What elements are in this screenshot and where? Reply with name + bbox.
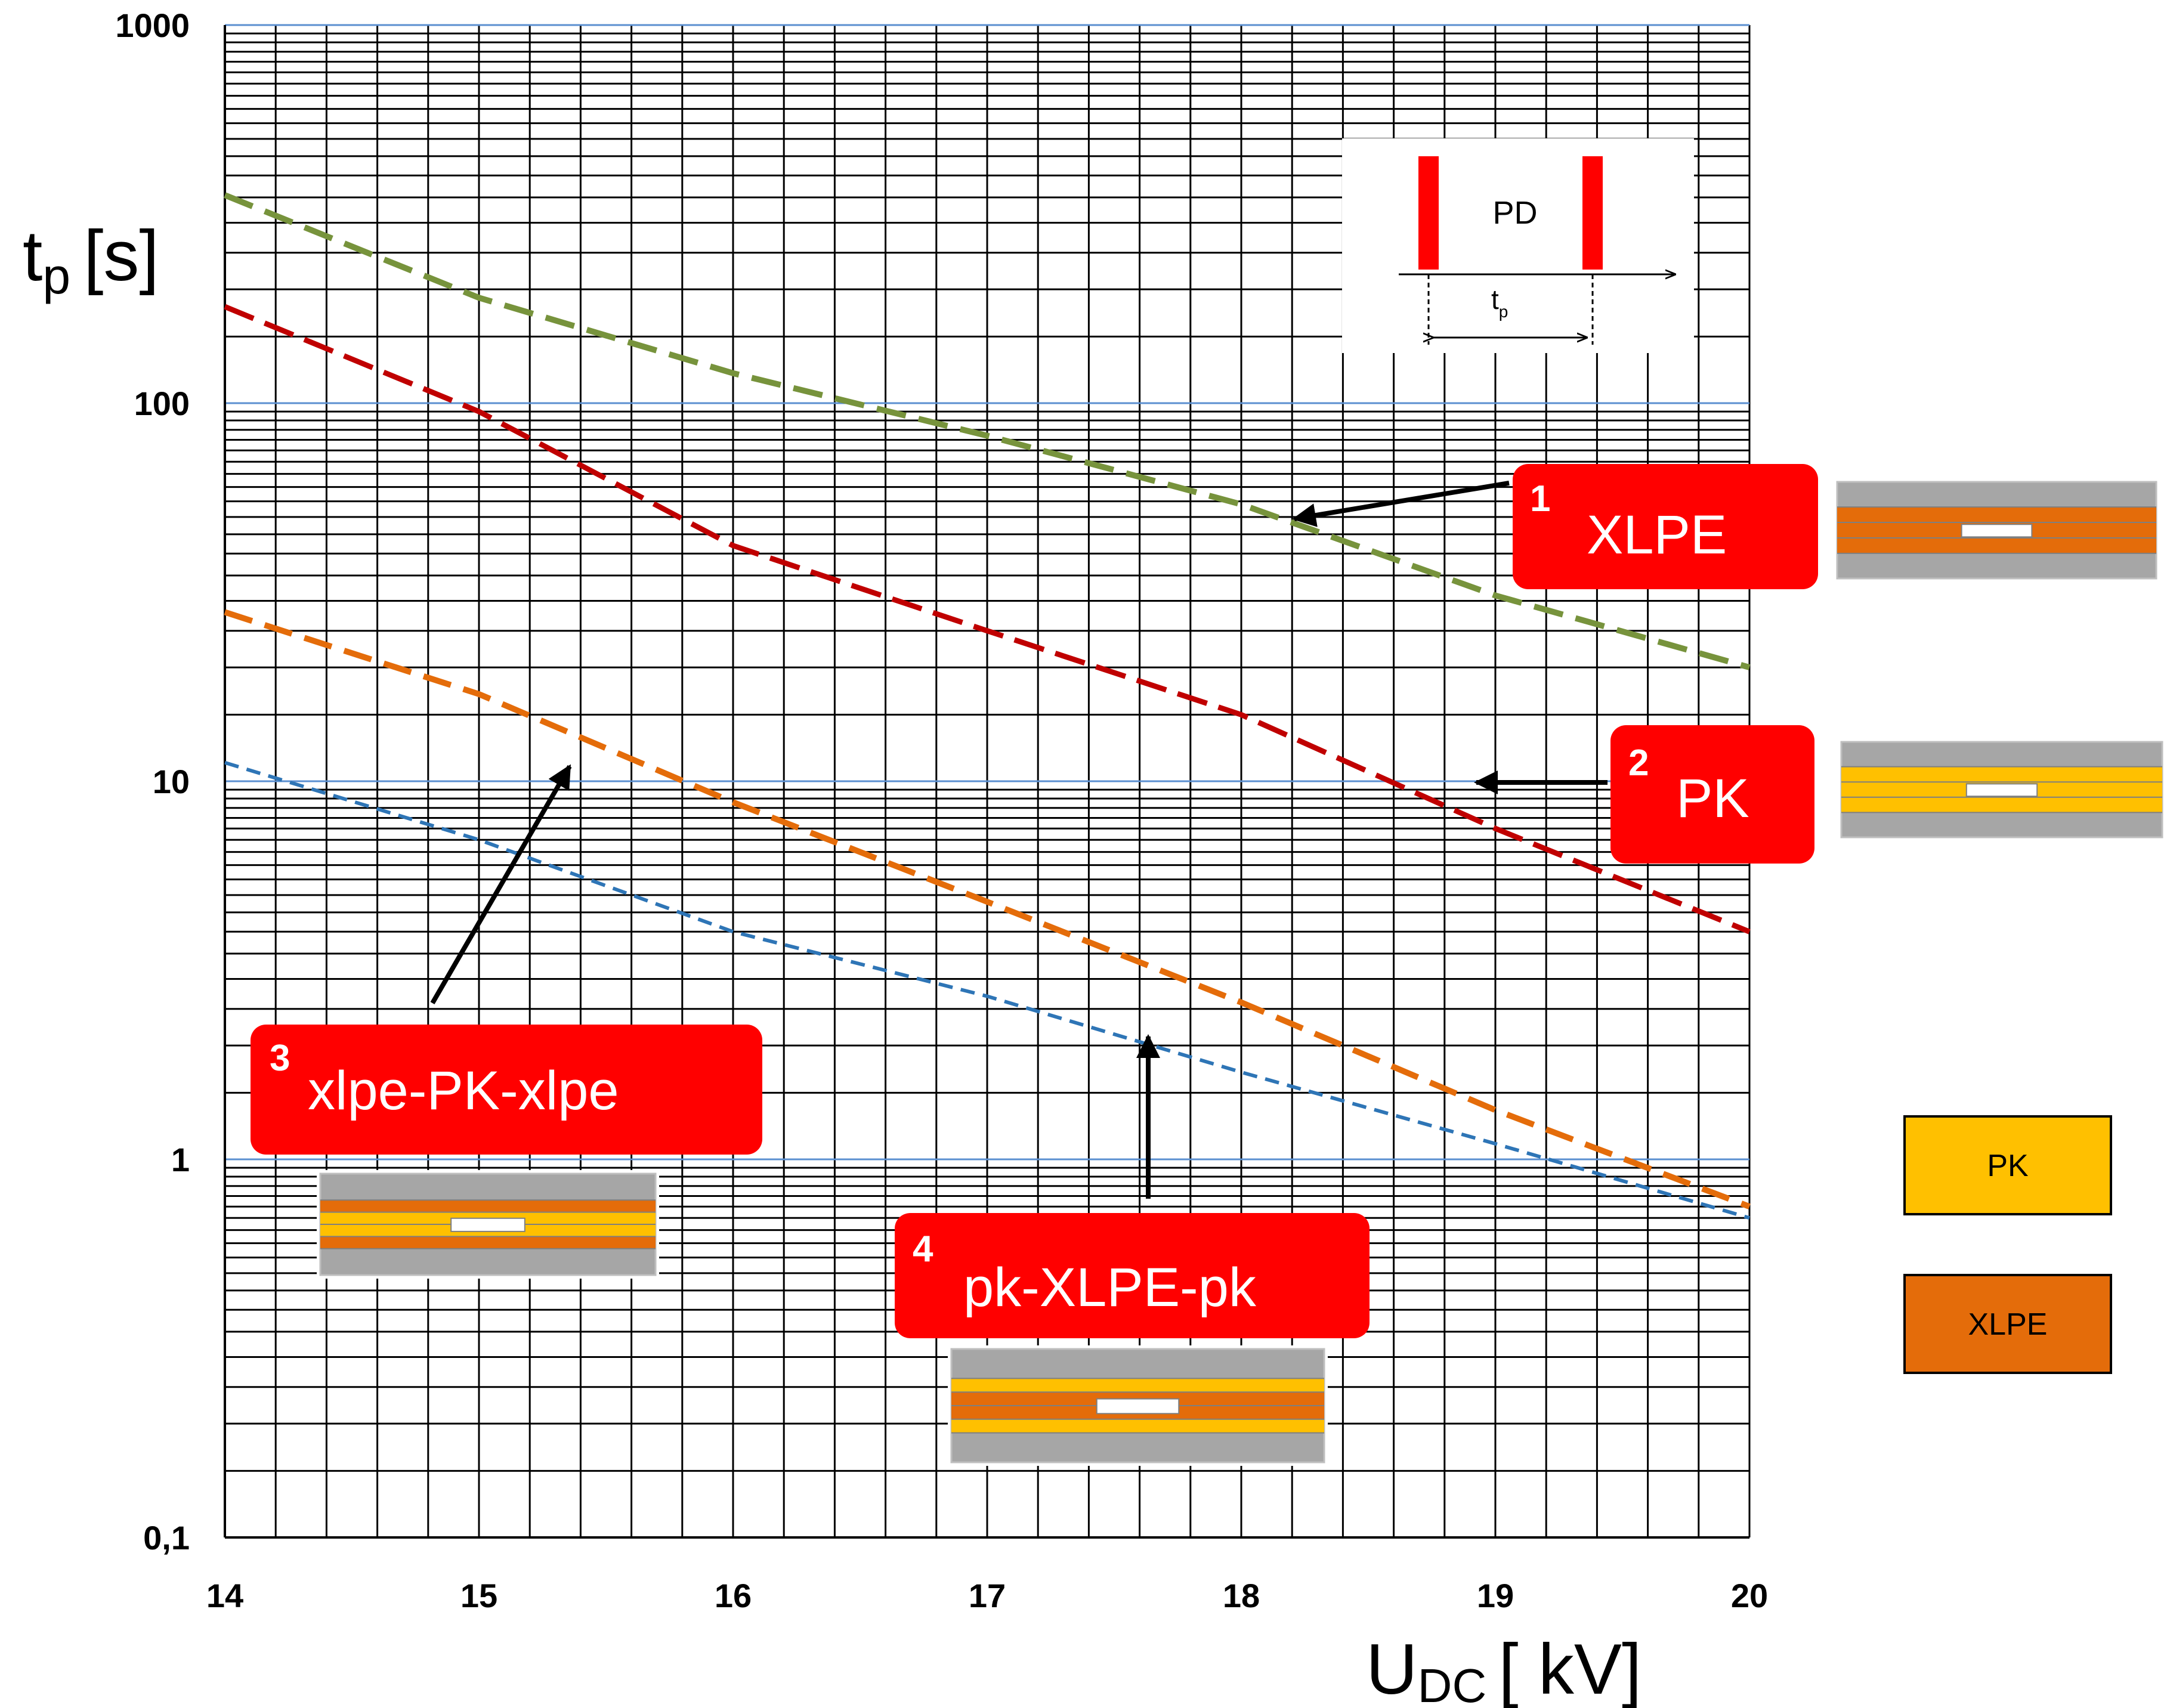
callout-box bbox=[1513, 464, 1818, 589]
callout-label: pk-XLPE-pk bbox=[963, 1257, 1257, 1318]
legend: PK XLPE bbox=[1903, 1115, 2112, 1374]
insulation-pk bbox=[1838, 738, 2166, 841]
callout-label: xlpe-PK-xlpe bbox=[308, 1060, 619, 1121]
series-line-xpx bbox=[224, 609, 1751, 1209]
pd-pulse bbox=[1418, 156, 1439, 270]
x-tick-label: 16 bbox=[715, 1577, 752, 1614]
inset-background bbox=[1342, 138, 1694, 353]
x-tick-label: 18 bbox=[1223, 1577, 1260, 1614]
insulation-pk-xlpe-pk bbox=[948, 1345, 1328, 1466]
insulation-layer bbox=[951, 1419, 1324, 1433]
insulation-layer bbox=[1837, 537, 2156, 553]
callout-a1: 1 XLPE bbox=[1513, 464, 1818, 589]
callout-number: 4 bbox=[913, 1229, 933, 1270]
x-tick-label: 15 bbox=[460, 1577, 497, 1614]
insulation-xlpe-pk-xlpe bbox=[317, 1170, 659, 1279]
callout-box bbox=[895, 1213, 1370, 1338]
series-line-pk bbox=[224, 304, 1751, 935]
callout-box bbox=[1610, 725, 1814, 864]
y-tick-label: 100 bbox=[134, 385, 190, 422]
callout-label: XLPE bbox=[1587, 505, 1727, 565]
callout-a2: 2 PK bbox=[1610, 725, 1814, 864]
series-lines bbox=[224, 192, 1751, 1220]
legend-swatch bbox=[1903, 1115, 2112, 1215]
y-axis-label-unit: [s] bbox=[84, 216, 159, 296]
x-tick-label: 17 bbox=[969, 1577, 1006, 1614]
x-axis-label-unit: [ kV] bbox=[1498, 1629, 1642, 1708]
x-tick-label: 19 bbox=[1477, 1577, 1514, 1614]
series-line-xlpe bbox=[224, 192, 1751, 670]
y-tick-label: 1 bbox=[171, 1141, 190, 1178]
y-tick-label: 10 bbox=[153, 763, 190, 800]
callout-a3: 3 xlpe-PK-xlpe bbox=[251, 1025, 762, 1155]
insulation-layer bbox=[1841, 797, 2162, 813]
y-tick-label: 1000 bbox=[115, 7, 190, 44]
x-tick-label: 20 bbox=[1731, 1577, 1768, 1614]
x-axis-label: UDC[ kV] bbox=[1366, 1629, 1642, 1708]
legend-label: PK bbox=[1987, 1149, 2029, 1183]
void-cavity bbox=[1965, 783, 2038, 797]
callout-number: 2 bbox=[1628, 742, 1649, 784]
arrow-xlpe-pk-xlpe bbox=[430, 764, 572, 1005]
insulation-layer bbox=[951, 1378, 1324, 1393]
callout-box bbox=[251, 1025, 762, 1155]
y-tick-label: 0,1 bbox=[143, 1519, 190, 1557]
void-cavity bbox=[1096, 1398, 1180, 1415]
series-line-pxp bbox=[224, 760, 1750, 1220]
insulation-layer bbox=[320, 1236, 656, 1249]
callout-a4: 4 pk-XLPE-pk bbox=[895, 1213, 1370, 1338]
insulation-xlpe bbox=[1834, 478, 2160, 582]
inset-interval-subscript: p bbox=[1499, 302, 1508, 321]
void-cavity bbox=[450, 1217, 525, 1232]
x-tick-label: 14 bbox=[206, 1577, 243, 1614]
insulation-layer bbox=[320, 1200, 656, 1212]
inset-pd-label: PD bbox=[1492, 195, 1537, 231]
y-axis-label-subscript: p bbox=[42, 248, 70, 304]
legend-swatch bbox=[1903, 1274, 2112, 1374]
x-axis-label-subscript: DC bbox=[1418, 1659, 1487, 1708]
arrow-xlpe bbox=[1292, 481, 1510, 527]
callout-number: 3 bbox=[270, 1038, 290, 1079]
void-cavity bbox=[1961, 524, 2033, 538]
callout-label: PK bbox=[1676, 768, 1749, 829]
pd-pulse bbox=[1582, 156, 1603, 270]
insulation-layer bbox=[1841, 766, 2162, 782]
callout-number: 1 bbox=[1530, 478, 1550, 519]
legend-label: XLPE bbox=[1968, 1307, 2048, 1342]
insulation-layer bbox=[1837, 507, 2156, 523]
